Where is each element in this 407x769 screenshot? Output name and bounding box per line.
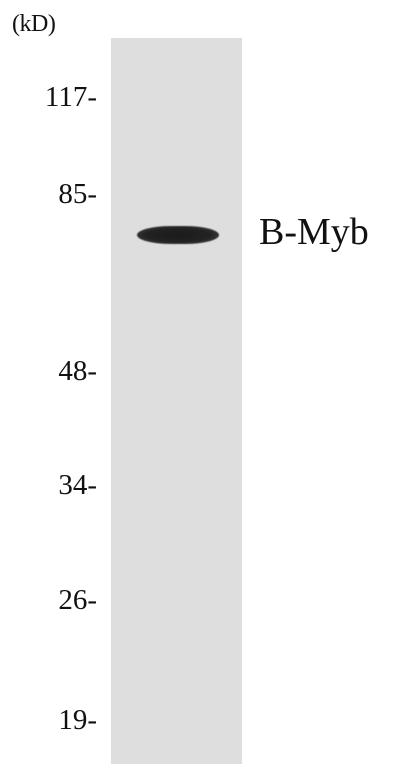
band-label: B-Myb xyxy=(259,211,369,253)
protein-band xyxy=(137,226,219,244)
marker-48: 48- xyxy=(58,355,97,387)
marker-117: 117- xyxy=(44,81,97,113)
marker-19: 19- xyxy=(58,704,97,736)
unit-label: (kD) xyxy=(12,11,56,37)
blot-lane xyxy=(111,38,242,764)
marker-26: 26- xyxy=(58,584,97,616)
marker-85: 85- xyxy=(58,178,97,210)
marker-34: 34- xyxy=(58,469,97,501)
